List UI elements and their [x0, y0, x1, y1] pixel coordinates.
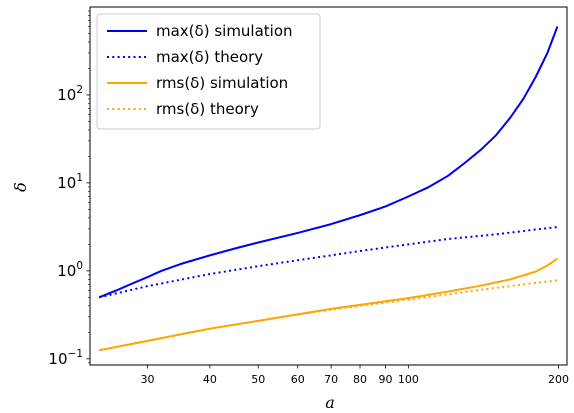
series-line-3	[99, 279, 558, 352]
x-tick-label: 50	[251, 373, 265, 386]
y-axis-label: δ	[11, 182, 30, 192]
series-line-1	[98, 226, 558, 299]
y-tick-label: 100	[57, 260, 83, 280]
x-tick-label: 80	[353, 373, 367, 386]
legend-label-2: rms(δ) simulation	[156, 74, 288, 92]
x-tick-label: 90	[379, 373, 393, 386]
x-tick-label: 60	[291, 373, 305, 386]
y-tick-label: 10−1	[48, 348, 83, 368]
x-tick-label: 200	[548, 373, 569, 386]
series-layer	[98, 26, 559, 352]
series-line-0	[98, 26, 559, 299]
x-axis-label: a	[325, 393, 335, 412]
plot-frame	[89, 6, 568, 366]
legend-label-1: max(δ) theory	[156, 48, 263, 66]
x-axis: 30 40 50 60 70 80 90 100 200	[141, 365, 569, 386]
x-tick-label: 40	[203, 373, 217, 386]
y-tick-label: 102	[57, 84, 83, 104]
x-tick-label: 100	[398, 373, 419, 386]
x-tick-label: 70	[324, 373, 338, 386]
y-tick-label: 101	[57, 172, 83, 192]
x-tick-label: 30	[141, 373, 155, 386]
legend-box	[96, 13, 321, 130]
legend-label-3: rms(δ) theory	[156, 100, 259, 118]
legend-label-0: max(δ) simulation	[156, 22, 293, 40]
legend: max(δ) simulation max(δ) theory rms(δ) sim…	[96, 13, 321, 130]
y-axis: 10−1 100 101 102	[48, 10, 90, 368]
series-line-2	[99, 257, 558, 352]
